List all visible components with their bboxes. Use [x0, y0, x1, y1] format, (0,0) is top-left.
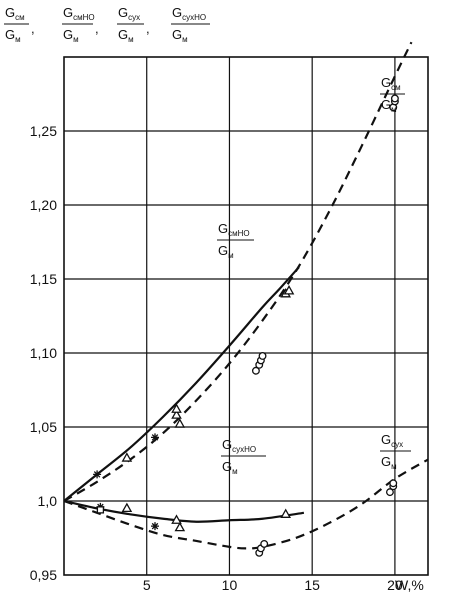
fraction-denominator: Gм	[172, 27, 188, 44]
fraction-numerator-sub: сухНО	[232, 445, 256, 454]
data-point-circle	[260, 539, 269, 548]
data-point-circle	[385, 488, 394, 497]
data-point-triangle	[171, 409, 182, 419]
fraction-numerator-sub: смНО	[73, 13, 95, 22]
fraction-denominator-sub: м	[73, 35, 79, 44]
fraction-numerator-sub: см	[391, 83, 401, 92]
fraction-denominator-sub: м	[391, 105, 397, 114]
data-point-square	[96, 506, 105, 514]
data-point-triangle	[174, 418, 186, 428]
y-tick-label: 1,25	[30, 123, 57, 139]
y-label-separator: ,	[31, 21, 35, 36]
fraction-numerator-sub: сух	[391, 440, 403, 449]
y-tick-label: 0,95	[30, 567, 57, 583]
series-line	[63, 266, 300, 502]
y-label-separator: ,	[95, 21, 99, 36]
x-tick-label: 5	[143, 577, 151, 593]
x-tick-label: 20	[387, 577, 403, 593]
y-label-term: Gсм Gм	[4, 5, 29, 44]
fraction-denominator: Gм	[5, 27, 21, 44]
y-tick-label: 1,0	[38, 493, 58, 509]
fraction-denominator-sub: м	[182, 35, 188, 44]
data-point-circle	[390, 94, 399, 103]
y-tick-label: 1,15	[30, 271, 57, 287]
data-point-triangle	[121, 502, 133, 513]
data-point-triangle	[121, 452, 133, 462]
fraction-numerator-sub: сух	[128, 13, 140, 22]
fraction-denominator-sub: м	[128, 35, 134, 44]
y-label-term: GсмНО Gм	[62, 5, 95, 44]
fraction-numerator: GсмНО	[63, 5, 95, 22]
x-tick-label: 15	[304, 577, 320, 593]
fraction-numerator: GсухНО	[172, 5, 206, 22]
y-tick-label: 1,20	[30, 197, 57, 213]
y-label-term: GсухНО Gм	[171, 5, 210, 44]
y-tick-label: 1,10	[30, 345, 57, 361]
data-point-circle	[251, 366, 260, 375]
fraction-denominator-sub: м	[228, 251, 234, 260]
data-point-asterisk	[151, 433, 159, 442]
fraction-denominator: Gм	[63, 27, 79, 44]
x-axis-label: W,%	[395, 577, 424, 593]
x-tick-label: 10	[222, 577, 238, 593]
y-label-term: Gсух Gм	[117, 5, 144, 44]
data-point-circle	[258, 352, 267, 360]
data-point-asterisk	[93, 470, 102, 479]
data-point-circle	[389, 479, 398, 488]
grid	[64, 57, 428, 575]
y-tick-label: 1,05	[30, 419, 57, 435]
series-line	[63, 458, 429, 550]
data-point-triangle	[174, 521, 186, 532]
fraction-numerator-sub: сухНО	[182, 13, 206, 22]
data-point-triangle	[280, 508, 292, 518]
fraction-numerator-sub: см	[15, 13, 25, 22]
fraction-numerator-sub: смНО	[228, 229, 250, 238]
fraction-denominator-sub: м	[15, 35, 21, 44]
markers	[93, 94, 399, 557]
fraction-numerator: Gсм	[5, 5, 25, 22]
y-label-separator: ,	[146, 21, 150, 36]
data-point-triangle	[171, 403, 182, 413]
fraction-denominator-sub: м	[391, 462, 397, 471]
fraction-numerator: Gсух	[118, 5, 140, 22]
data-point-triangle	[283, 285, 295, 295]
fraction-denominator-sub: м	[232, 467, 238, 476]
data-point-asterisk	[151, 522, 159, 531]
data-point-triangle	[171, 514, 182, 524]
fraction-denominator: Gм	[118, 27, 134, 44]
plot-frame	[63, 56, 429, 576]
tick-labels: 5 10 15 20 0,95 1,0 1,05 1,10 1,15 1,20 1,25	[30, 123, 403, 593]
